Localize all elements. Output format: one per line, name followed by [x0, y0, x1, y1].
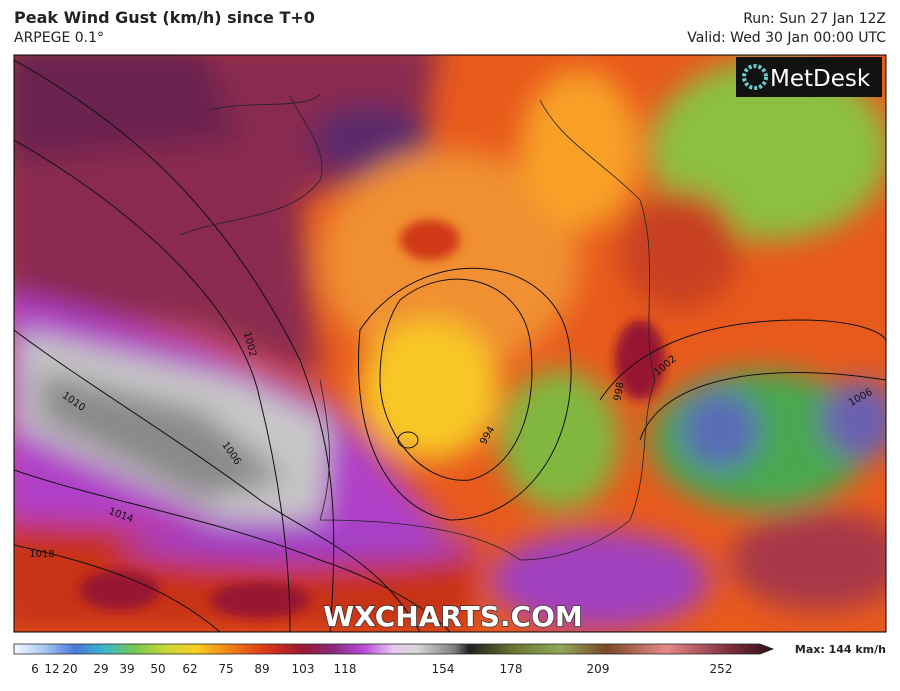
- colorbar-tick-label: 209: [587, 662, 610, 676]
- colorbar-tick-label: 178: [500, 662, 523, 676]
- colorbar-tick-label: 75: [218, 662, 233, 676]
- isobar-label: 1018: [29, 549, 54, 560]
- logo-text: MetDesk: [770, 66, 871, 92]
- wind-field: [14, 55, 886, 632]
- colorbar-tick-label: 252: [710, 662, 733, 676]
- colorbar-tick-label: 62: [182, 662, 197, 676]
- colorbar-tick-label: 6: [31, 662, 39, 676]
- colorbar-tick-label: 50: [150, 662, 165, 676]
- colorbar-tick-label: 20: [62, 662, 77, 676]
- map-frame: [13, 54, 887, 633]
- colorbar-tick-label: 29: [93, 662, 108, 676]
- colorbar: [13, 643, 775, 655]
- model-name: ARPEGE 0.1°: [14, 30, 105, 46]
- map-title: Peak Wind Gust (km/h) since T+0: [14, 8, 315, 27]
- colorbar-tick-label: 39: [119, 662, 134, 676]
- logo: MetDesk: [736, 57, 882, 97]
- colorbar-tick-label: 12: [44, 662, 59, 676]
- run-time: Run: Sun 27 Jan 12Z: [743, 11, 886, 27]
- valid-time: Valid: Wed 30 Jan 00:00 UTC: [687, 30, 886, 46]
- colorbar-tick-label: 118: [334, 662, 357, 676]
- max-label: Max: 144 km/h: [795, 643, 886, 656]
- colorbar-tick-label: 154: [432, 662, 455, 676]
- colorbar-tick-label: 89: [254, 662, 269, 676]
- isobar-label: 998: [612, 381, 626, 402]
- watermark: WXCHARTS.COM: [323, 600, 583, 633]
- colorbar-tick-label: 103: [292, 662, 315, 676]
